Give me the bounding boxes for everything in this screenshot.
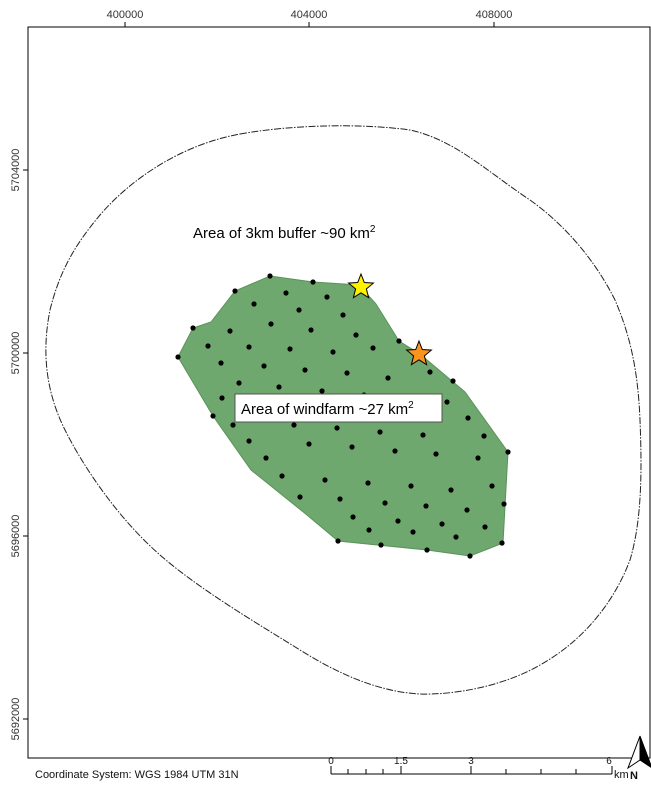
turbine-point [306, 441, 312, 447]
turbine-point [378, 542, 384, 548]
x-tick-label: 400000 [107, 9, 144, 21]
scale-tick-label: 3 [468, 756, 474, 767]
turbine-point [310, 279, 316, 285]
turbine-point [489, 483, 495, 489]
turbine-point [420, 432, 426, 438]
turbine-point [335, 538, 341, 544]
turbine-point [344, 370, 350, 376]
windfarm-label-box [234, 393, 443, 423]
turbine-point [349, 444, 355, 450]
turbine-point [308, 327, 314, 333]
turbine-point [482, 524, 488, 530]
turbine-point [218, 360, 224, 366]
turbine-point [190, 325, 196, 331]
turbine-point [395, 518, 401, 524]
turbine-point [227, 328, 233, 334]
turbine-point [385, 375, 391, 381]
turbine-point [467, 553, 473, 559]
turbine-point [334, 425, 340, 431]
yellow-star-marker [347, 272, 375, 299]
turbine-point [464, 507, 470, 513]
scale-tick-label: 1.5 [394, 756, 408, 767]
turbine-point [366, 527, 372, 533]
turbine-point [427, 369, 433, 375]
turbine-point [297, 494, 303, 500]
turbine-point [322, 477, 328, 483]
turbine-point [392, 448, 398, 454]
turbine-point [465, 415, 471, 421]
scale-tick-label: 0 [328, 756, 334, 767]
turbine-point [408, 483, 414, 489]
turbine-point [450, 378, 456, 384]
turbine-point [219, 395, 225, 401]
turbine-point [319, 388, 325, 394]
buffer-outline [45, 125, 642, 695]
turbine-layer [175, 273, 511, 559]
x-tick-label: 408000 [476, 9, 513, 21]
scale-unit-label: km [614, 769, 629, 781]
coordinate-system-label: Coordinate System: WGS 1984 UTM 31N [35, 769, 239, 781]
buffer-area-label: Area of 3km buffer ~90 km2 [193, 224, 376, 242]
turbine-point [175, 354, 181, 360]
turbine-point [453, 534, 459, 540]
turbine-point [481, 433, 487, 439]
turbine-point [396, 338, 402, 344]
windfarm-area-label: Area of windfarm ~27 km2 [241, 400, 414, 418]
turbine-point [230, 422, 236, 428]
turbine-point [246, 438, 252, 444]
turbine-point [365, 480, 371, 486]
north-label: N [630, 770, 638, 782]
turbine-point [287, 346, 293, 352]
y-tick-label: 5692000 [10, 698, 22, 741]
y-axis-ticks [23, 169, 28, 720]
turbine-point [251, 301, 257, 307]
turbine-point [261, 363, 267, 369]
turbine-point [337, 496, 343, 502]
turbine-point [210, 413, 216, 419]
turbine-point [439, 521, 445, 527]
north-arrow-icon [626, 735, 651, 770]
turbine-point [444, 399, 450, 405]
y-tick-label: 5704000 [10, 149, 22, 192]
turbine-point [283, 290, 289, 296]
turbine-point [370, 345, 376, 351]
turbine-point [268, 321, 274, 327]
turbine-point [424, 547, 430, 553]
turbine-point [475, 455, 481, 461]
turbine-point [330, 349, 336, 355]
scale-bar [330, 766, 613, 775]
x-axis-ticks [124, 22, 495, 27]
turbine-point [423, 503, 429, 509]
turbine-point [263, 455, 269, 461]
turbine-point [433, 451, 439, 457]
turbine-point [350, 514, 356, 520]
turbine-point [246, 344, 252, 350]
turbine-point [410, 529, 416, 535]
orange-star-marker [405, 339, 433, 366]
scale-tick-label: 6 [606, 756, 612, 767]
turbine-point [296, 307, 302, 313]
turbine-point [448, 487, 454, 493]
turbine-point [267, 273, 273, 279]
y-tick-label: 5700000 [10, 332, 22, 375]
turbine-point [232, 288, 238, 294]
turbine-point [382, 500, 388, 506]
turbine-point [499, 540, 505, 546]
turbine-point [276, 384, 282, 390]
turbine-point [205, 343, 211, 349]
turbine-point [505, 449, 511, 455]
y-tick-label: 5696000 [10, 515, 22, 558]
turbine-point [353, 332, 359, 338]
turbine-point [291, 422, 297, 428]
turbine-point [236, 380, 242, 386]
x-tick-label: 404000 [291, 9, 328, 21]
turbine-point [340, 312, 346, 318]
turbine-point [279, 473, 285, 479]
turbine-point [324, 294, 330, 300]
turbine-point [302, 367, 308, 373]
turbine-point [501, 501, 507, 507]
turbine-point [377, 429, 383, 435]
